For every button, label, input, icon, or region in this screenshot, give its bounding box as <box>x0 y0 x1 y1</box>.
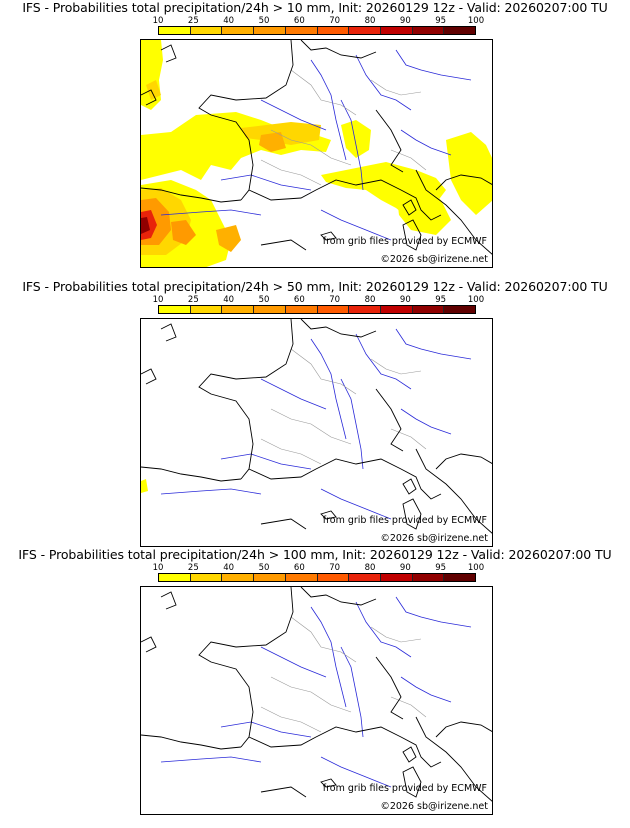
panel-50mm: IFS - Probabilities total precipitation/… <box>0 279 630 547</box>
source-credit: from grib files provided by ECMWF <box>322 783 487 794</box>
colorbar-tick-label: 90 <box>399 563 411 573</box>
colorbar-segment <box>317 574 350 581</box>
colorbar-tick-label: 95 <box>435 16 447 26</box>
colorbar-ticks: 10 25 40 50 60 70 80 90 95 100 <box>153 295 485 305</box>
colorbar-tick-label: 40 <box>223 16 235 26</box>
coastlines <box>141 587 492 802</box>
colorbar-segment <box>190 306 223 313</box>
map-svg <box>141 319 492 534</box>
panel-title: IFS - Probabilities total precipitation/… <box>18 547 612 562</box>
colorbar-segment <box>412 306 445 313</box>
colorbar-tick-label: 90 <box>399 16 411 26</box>
map-svg <box>141 40 492 267</box>
colorbar-segment <box>222 306 255 313</box>
region-borders <box>260 69 427 186</box>
panel-10mm: IFS - Probabilities total precipitation/… <box>0 0 630 268</box>
colorbar-tick-label: 40 <box>223 295 235 305</box>
map-50mm: from grib files provided by ECMWF ©2026 … <box>140 318 493 547</box>
colorbar-tick-label: 70 <box>329 295 341 305</box>
panel-title: IFS - Probabilities total precipitation/… <box>22 0 608 15</box>
colorbar-tick-label: 10 <box>152 16 164 26</box>
colorbar-tick-label: 90 <box>399 295 411 305</box>
colorbar-tick-label: 100 <box>467 16 485 26</box>
colorbar-segment <box>317 27 350 34</box>
rivers <box>160 328 472 520</box>
source-credit: from grib files provided by ECMWF <box>322 515 487 526</box>
colorbar-segment <box>412 27 445 34</box>
colorbar-segment <box>190 27 223 34</box>
colorbar-segment <box>412 574 445 581</box>
copyright-credit: ©2026 sb@irizene.net <box>380 254 488 265</box>
colorbar-ticks: 10 25 40 50 60 70 80 90 95 100 <box>153 563 485 573</box>
colorbar-tick-label: 10 <box>152 563 164 573</box>
colorbar-tick-label: 10 <box>152 295 164 305</box>
region-borders <box>260 616 427 733</box>
colorbar-tick-label: 100 <box>467 295 485 305</box>
colorbar-segment <box>285 306 318 313</box>
colorbar-ticks: 10 25 40 50 60 70 80 90 95 100 <box>153 16 485 26</box>
colorbar-segment <box>254 306 286 313</box>
map-10mm: from grib files provided by ECMWF ©2026 … <box>140 39 493 268</box>
colorbar-segment <box>444 27 476 34</box>
map-100mm: from grib files provided by ECMWF ©2026 … <box>140 586 493 815</box>
colorbar-segment <box>349 27 381 34</box>
colorbar-tick-label: 95 <box>435 563 447 573</box>
coastlines <box>141 319 492 534</box>
colorbar-segment <box>190 574 223 581</box>
colorbar-tick-label: 70 <box>329 16 341 26</box>
panel-title: IFS - Probabilities total precipitation/… <box>22 279 608 294</box>
colorbar-segment <box>380 27 413 34</box>
colorbar-tick-label: 80 <box>364 295 376 305</box>
map-svg <box>141 587 492 802</box>
colorbar <box>158 26 476 35</box>
colorbar-tick-label: 60 <box>293 16 305 26</box>
colorbar-tick-label: 25 <box>187 16 199 26</box>
colorbar-tick-label: 60 <box>293 295 305 305</box>
colorbar-tick-label: 95 <box>435 295 447 305</box>
colorbar-segment <box>285 574 318 581</box>
colorbar-segment <box>444 306 476 313</box>
colorbar-segment <box>222 27 255 34</box>
colorbar-tick-label: 80 <box>364 16 376 26</box>
colorbar-segment <box>222 574 255 581</box>
colorbar-tick-label: 80 <box>364 563 376 573</box>
colorbar-segment <box>254 574 286 581</box>
rivers <box>160 596 472 788</box>
precip-shading <box>141 479 148 493</box>
colorbar-tick-label: 100 <box>467 563 485 573</box>
colorbar-tick-label: 40 <box>223 563 235 573</box>
coastlines <box>141 40 492 255</box>
colorbar-segment <box>380 306 413 313</box>
copyright-credit: ©2026 sb@irizene.net <box>380 801 488 812</box>
colorbar-segment <box>285 27 318 34</box>
colorbar-segment <box>444 574 476 581</box>
colorbar-tick-label: 25 <box>187 295 199 305</box>
colorbar-segment <box>349 574 381 581</box>
region-borders <box>260 348 427 465</box>
colorbar-segment <box>159 27 191 34</box>
colorbar <box>158 573 476 582</box>
colorbar-segment <box>380 574 413 581</box>
panel-100mm: IFS - Probabilities total precipitation/… <box>0 547 630 815</box>
colorbar-segment <box>159 574 191 581</box>
colorbar-segment <box>349 306 381 313</box>
source-credit: from grib files provided by ECMWF <box>322 236 487 247</box>
rivers <box>160 49 472 241</box>
colorbar-segment <box>254 27 286 34</box>
colorbar <box>158 305 476 314</box>
copyright-credit: ©2026 sb@irizene.net <box>380 533 488 544</box>
colorbar-segment <box>317 306 350 313</box>
precip-shading <box>141 40 492 267</box>
colorbar-tick-label: 50 <box>258 295 270 305</box>
colorbar-tick-label: 70 <box>329 563 341 573</box>
colorbar-tick-label: 60 <box>293 563 305 573</box>
colorbar-segment <box>159 306 191 313</box>
colorbar-tick-label: 50 <box>258 563 270 573</box>
colorbar-tick-label: 50 <box>258 16 270 26</box>
colorbar-tick-label: 25 <box>187 563 199 573</box>
